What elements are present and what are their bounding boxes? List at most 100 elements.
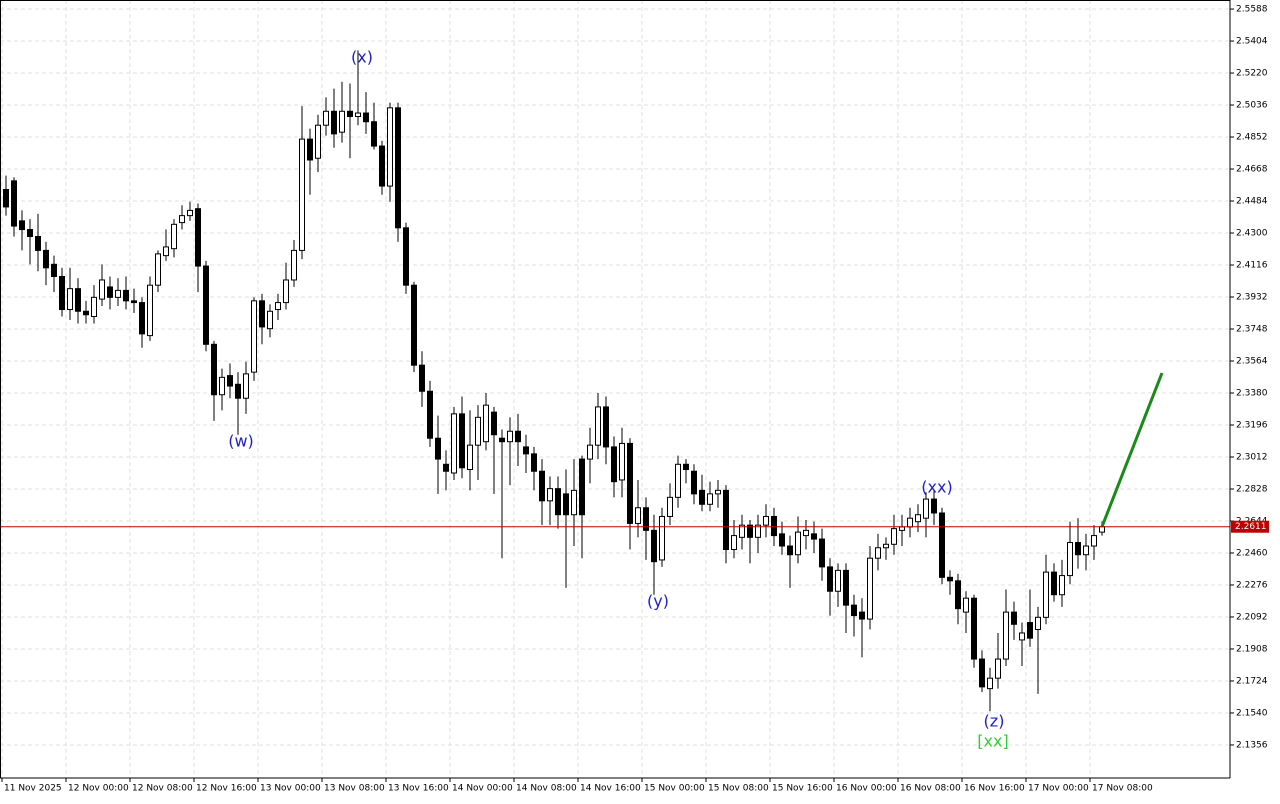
y-tick-label: 2.2092 xyxy=(1236,612,1268,622)
candle-body xyxy=(395,107,401,229)
candle-body xyxy=(227,375,233,387)
y-tick-label: 2.3748 xyxy=(1236,325,1268,335)
candle-body xyxy=(835,569,841,592)
wave-label: (y) xyxy=(647,592,669,611)
candle-body xyxy=(899,526,905,531)
candle-body xyxy=(283,279,289,304)
candle-body xyxy=(891,528,897,545)
candle-body xyxy=(1067,542,1073,577)
candle-body xyxy=(491,411,497,436)
wave-label: (w) xyxy=(228,432,254,451)
candle-body xyxy=(779,533,785,547)
y-tick-label: 2.3932 xyxy=(1236,293,1268,303)
candle-body xyxy=(299,138,305,251)
candle-body xyxy=(595,406,601,446)
candle-body xyxy=(483,404,489,443)
wave-label: (z) xyxy=(984,712,1005,731)
candle-body xyxy=(27,229,33,237)
candle-body xyxy=(315,124,321,159)
candle-body xyxy=(243,373,249,399)
candle-body xyxy=(1019,632,1025,641)
x-tick-label: 16 Nov 00:00 xyxy=(836,784,897,794)
candle-body xyxy=(739,524,745,538)
candle-body xyxy=(819,538,825,568)
candle-body xyxy=(147,284,153,337)
x-tick-label: 13 Nov 08:00 xyxy=(324,784,385,794)
candle-body xyxy=(267,310,273,330)
candle-body xyxy=(371,121,377,147)
x-tick-label: 17 Nov 08:00 xyxy=(1092,784,1153,794)
candle-body xyxy=(699,489,705,505)
candle-body xyxy=(619,442,625,481)
candle-body xyxy=(403,227,409,286)
x-tick-label: 12 Nov 00:00 xyxy=(68,784,129,794)
candle-body xyxy=(475,416,481,446)
candle-body xyxy=(67,288,73,311)
candle-body xyxy=(715,489,721,495)
candle-body xyxy=(91,296,97,317)
candle-body xyxy=(571,489,577,516)
candle-body xyxy=(3,189,9,208)
candle-body xyxy=(251,300,257,373)
y-tick-label: 2.3380 xyxy=(1236,388,1268,398)
candle-body xyxy=(923,498,929,519)
y-tick-label: 2.5588 xyxy=(1236,5,1268,15)
y-tick-label: 2.4300 xyxy=(1236,229,1268,239)
candle-body xyxy=(43,249,49,269)
candle-body xyxy=(323,110,329,126)
candle-body xyxy=(291,249,297,281)
candle-body xyxy=(499,437,505,443)
price-label-box xyxy=(1231,520,1269,533)
y-tick-label: 2.2276 xyxy=(1236,580,1268,590)
candle-body xyxy=(771,515,777,537)
candle-body xyxy=(1091,535,1097,547)
candle-body xyxy=(827,566,833,592)
candle-body xyxy=(331,110,337,135)
candle-body xyxy=(435,437,441,460)
candle-body xyxy=(811,533,817,540)
candle-body xyxy=(675,463,681,498)
candle-body xyxy=(667,496,673,517)
x-tick-label: 15 Nov 08:00 xyxy=(708,784,769,794)
y-tick-label: 2.3196 xyxy=(1236,420,1268,430)
candle-body xyxy=(171,223,177,250)
candle-body xyxy=(555,488,561,516)
candle-body xyxy=(547,488,553,502)
candle-body xyxy=(259,300,265,328)
candle-body xyxy=(931,498,937,514)
candle-body xyxy=(563,493,569,516)
y-tick-label: 2.5220 xyxy=(1236,69,1268,79)
candle-body xyxy=(803,529,809,537)
x-tick-label: 13 Nov 16:00 xyxy=(388,784,449,794)
candle-body xyxy=(971,597,977,660)
candle-body xyxy=(787,545,793,556)
candle-body xyxy=(1035,616,1041,630)
candle-body xyxy=(203,265,209,345)
y-tick-label: 2.2460 xyxy=(1236,548,1268,558)
candle-body xyxy=(123,289,129,302)
candle-body xyxy=(523,446,529,455)
candle-body xyxy=(99,279,105,300)
candle-body xyxy=(515,430,521,443)
candle-body xyxy=(659,515,665,561)
candle-body xyxy=(459,413,465,469)
candle-body xyxy=(763,515,769,526)
candle-body xyxy=(187,209,193,217)
y-tick-label: 2.1908 xyxy=(1236,644,1268,654)
candle-body xyxy=(843,569,849,606)
x-tick-label: 13 Nov 00:00 xyxy=(260,784,321,794)
candle-body xyxy=(907,517,913,528)
candle-body xyxy=(723,489,729,551)
candle-body xyxy=(1027,622,1033,639)
candle-body xyxy=(627,442,633,524)
y-tick-label: 2.1356 xyxy=(1236,740,1268,750)
candle-body xyxy=(963,597,969,613)
candle-body xyxy=(211,343,217,396)
x-tick-label: 14 Nov 08:00 xyxy=(516,784,577,794)
x-tick-label: 14 Nov 16:00 xyxy=(580,784,641,794)
candle-body xyxy=(747,524,753,538)
candle-body xyxy=(179,215,185,224)
candle-body xyxy=(219,376,225,396)
candle-body xyxy=(1083,545,1089,556)
candle-body xyxy=(427,390,433,439)
